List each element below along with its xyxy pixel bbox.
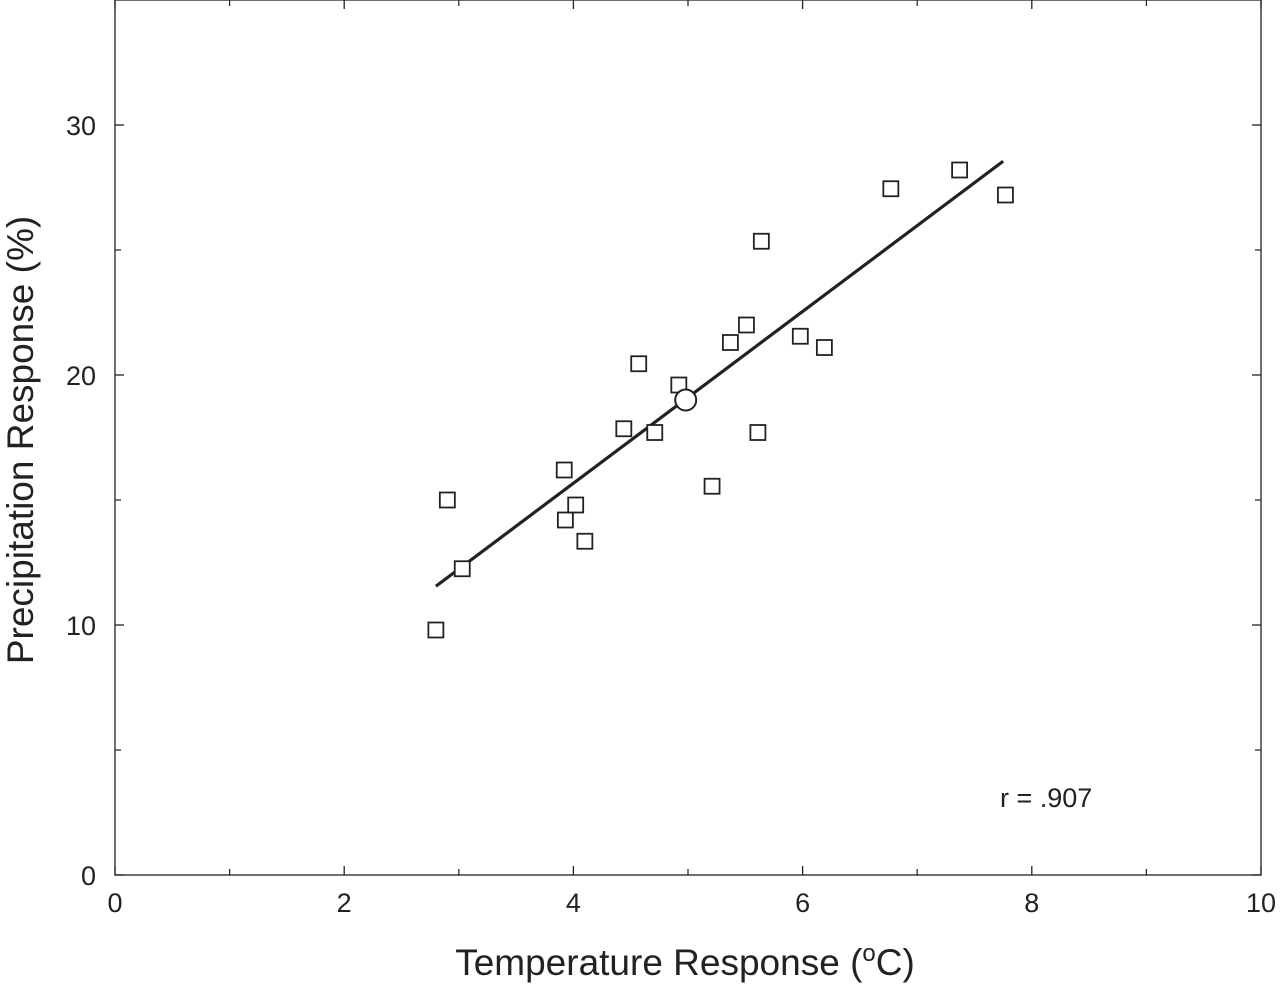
square-data-point (567, 496, 585, 514)
x-tick-label: 4 (566, 888, 581, 918)
square-data-point (615, 420, 633, 438)
axis-ticks: 0 2 4 6 8 10 0 10 20 30 (66, 0, 1276, 918)
square-data-point (951, 161, 969, 179)
regression-line (434, 159, 1005, 588)
x-tick-label: 10 (1246, 888, 1276, 918)
x-tick-label: 2 (337, 888, 352, 918)
square-data-point (791, 327, 809, 345)
y-tick-label: 30 (66, 111, 96, 141)
x-axis-title-tail: C) (876, 942, 915, 983)
x-tick-label: 8 (1024, 888, 1039, 918)
x-tick-label: 6 (795, 888, 810, 918)
x-tick-label: 0 (107, 888, 122, 918)
square-data-point (738, 316, 755, 334)
square-data-point (630, 355, 648, 373)
circle-data-point (674, 388, 698, 412)
y-tick-label: 0 (81, 861, 96, 891)
x-axis-title: Temperature Response (oC) (455, 940, 915, 983)
x-axis-title-main: Temperature Response ( (455, 942, 863, 983)
square-data-point (576, 532, 594, 550)
square-data-point (646, 424, 664, 441)
y-tick-label: 10 (66, 611, 96, 641)
correlation-annotation: r = .907 (1000, 783, 1092, 813)
y-axis-title: Precipitation Response (%) (0, 216, 41, 664)
data-markers (427, 161, 1014, 639)
square-data-point (882, 180, 900, 198)
square-data-point (703, 477, 721, 495)
square-data-point (453, 560, 471, 578)
square-data-point (749, 424, 767, 441)
square-data-point (555, 461, 573, 479)
square-data-point (997, 186, 1014, 204)
fit-line-segment (434, 159, 1005, 588)
square-data-point (556, 511, 574, 529)
square-data-point (815, 339, 833, 356)
square-data-point (438, 491, 456, 509)
plot-frame (114, 0, 1262, 876)
y-tick-label: 20 (66, 361, 96, 391)
square-data-point (752, 232, 770, 250)
square-data-point (722, 334, 739, 351)
square-data-point (427, 621, 445, 639)
x-axis-title-superscript: o (862, 940, 875, 967)
